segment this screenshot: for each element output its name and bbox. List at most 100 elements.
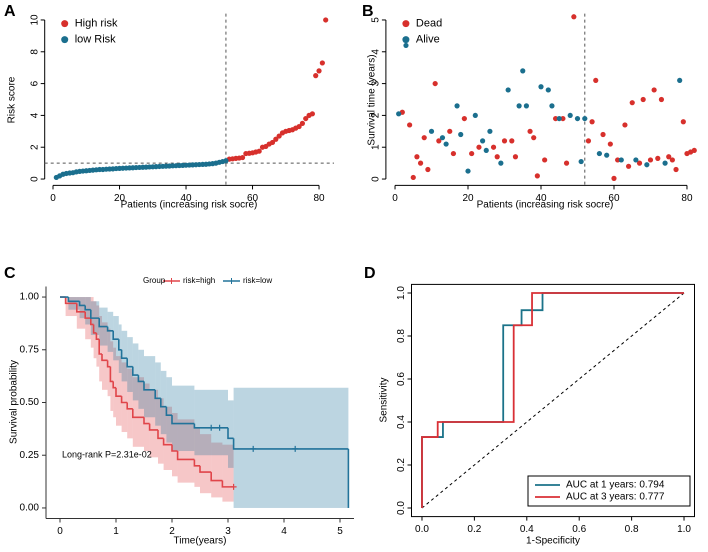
legend-marker — [61, 36, 69, 44]
survival-step — [157, 429, 164, 440]
confidence-band — [138, 349, 144, 409]
y-tick-label: 0.75 — [20, 344, 40, 355]
x-tick-label: 0.0 — [415, 524, 429, 535]
survival-step — [137, 375, 144, 383]
point — [534, 173, 540, 179]
point — [316, 68, 322, 74]
point — [223, 158, 229, 164]
survival-step — [154, 389, 161, 400]
confidence-band — [113, 347, 116, 418]
y-axis-label: Sensitivity — [379, 377, 390, 422]
confidence-band — [160, 370, 167, 435]
point — [432, 80, 438, 87]
survival-step — [199, 465, 212, 473]
point — [239, 154, 246, 161]
survival-step — [98, 318, 108, 328]
confidence-band — [99, 316, 102, 382]
legend-title: Group — [143, 276, 166, 285]
survival-step — [90, 318, 94, 326]
confidence-band — [79, 297, 86, 319]
confidence-band — [211, 442, 223, 498]
point — [425, 166, 431, 173]
x-tick-label: 0 — [57, 526, 63, 537]
legend-cross — [228, 278, 235, 284]
confidence-band — [85, 297, 91, 325]
x-tick-label: 60 — [247, 193, 259, 204]
point — [640, 96, 646, 103]
point — [490, 144, 497, 150]
point — [582, 115, 588, 122]
survival-step — [165, 406, 172, 416]
confidence-band — [65, 297, 77, 317]
survival-step — [162, 438, 172, 446]
confidence-band — [155, 362, 161, 426]
point — [589, 119, 595, 125]
point — [501, 138, 508, 144]
confidence-band — [194, 389, 228, 456]
point — [585, 138, 592, 144]
point — [666, 154, 672, 160]
point — [487, 128, 493, 134]
x-tick-label: 80 — [313, 193, 325, 204]
y-tick-label: 0.00 — [20, 503, 40, 514]
survival-step — [132, 366, 139, 376]
point — [523, 103, 530, 109]
y-tick-label: 3 — [371, 80, 382, 86]
point — [512, 154, 519, 160]
survival-step — [92, 324, 97, 334]
censor-mark — [292, 445, 299, 452]
y-tick-label: 6 — [29, 80, 40, 86]
confidence-band — [177, 419, 195, 483]
confidence-band — [76, 297, 86, 329]
censor-mark — [250, 445, 257, 452]
point — [552, 115, 559, 122]
panel-label: B — [362, 3, 374, 20]
point — [531, 135, 537, 141]
legend-label: Dead — [416, 18, 442, 30]
x-tick-label: 20 — [114, 193, 126, 204]
survival-step — [95, 332, 100, 341]
x-axis-label: Time(years) — [174, 536, 227, 547]
y-tick-label: 0.2 — [396, 458, 407, 472]
survival-step — [126, 402, 133, 410]
point — [443, 141, 449, 147]
legend-label: High risk — [75, 18, 118, 30]
point — [494, 154, 500, 160]
legend-marker — [402, 36, 410, 44]
survival-step — [101, 353, 108, 362]
point — [691, 147, 697, 154]
survival-step — [78, 301, 86, 307]
point — [509, 138, 515, 144]
y-tick-label: 10 — [29, 14, 40, 26]
y-tick-label: 0.0 — [396, 501, 407, 515]
survival-step — [210, 472, 223, 482]
survival-step — [120, 349, 128, 360]
legend-marker — [402, 20, 410, 28]
survival-step — [176, 451, 195, 461]
annotation: Long-rank P=2.31e-02 — [62, 449, 152, 459]
point — [556, 115, 562, 122]
survival-step — [115, 387, 122, 397]
point — [476, 144, 482, 150]
confidence-band — [228, 400, 234, 468]
point — [461, 115, 467, 122]
confidence-band — [93, 301, 97, 359]
panel-label: A — [4, 3, 16, 20]
point — [527, 128, 533, 134]
point — [417, 160, 424, 166]
survival-step — [132, 408, 144, 419]
point — [651, 87, 657, 93]
x-tick-label: 0.4 — [520, 524, 534, 535]
confidence-band — [163, 406, 172, 470]
x-tick-label: 0.6 — [572, 524, 586, 535]
survival-step — [193, 459, 200, 467]
confidence-band — [144, 356, 156, 418]
survival-step — [112, 330, 119, 341]
survival-step — [120, 396, 128, 404]
confidence-band — [90, 297, 94, 348]
point — [458, 131, 464, 138]
confidence-band — [222, 444, 234, 502]
point — [618, 157, 624, 163]
x-tick-label: 2 — [169, 526, 175, 537]
point — [313, 73, 319, 79]
